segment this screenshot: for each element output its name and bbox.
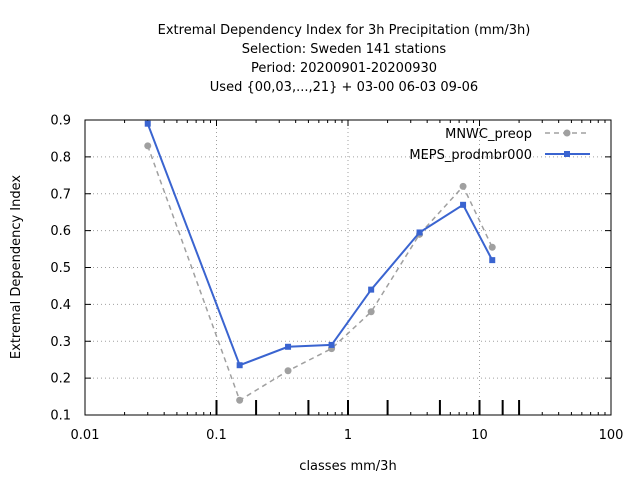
data-point [459, 182, 467, 190]
data-point [236, 396, 244, 404]
data-point [236, 362, 243, 369]
data-point [460, 201, 467, 208]
x-tick-label: 100 [599, 428, 624, 443]
series-group [144, 120, 496, 404]
legend: MNWC_preop MEPS_prodmbr000 [409, 127, 590, 163]
data-point [367, 308, 375, 316]
title-line-2: Selection: Sweden 141 stations [242, 42, 447, 57]
y-tick-label: 0.2 [50, 372, 71, 387]
x-tick-label: 0.1 [206, 428, 227, 443]
legend-sample-point [564, 151, 570, 157]
title-line-1: Extremal Dependency Index for 3h Precipi… [158, 23, 531, 38]
x-tick-label: 1 [344, 428, 352, 443]
x-tick-label: 10 [471, 428, 488, 443]
series-line [146, 123, 494, 367]
y-tick-label: 0.5 [50, 261, 71, 276]
data-point [284, 367, 292, 375]
legend-label-mnwc: MNWC_preop [445, 127, 532, 142]
y-axis-label: Extremal Dependency Index [9, 175, 24, 359]
y-tick-label: 0.8 [50, 150, 71, 165]
y-tick-label: 0.4 [50, 298, 71, 313]
legend-sample-point [563, 129, 571, 137]
data-point [489, 257, 496, 264]
y-tick-label: 0.9 [50, 114, 71, 129]
data-point [285, 343, 292, 350]
y-tick-label: 0.6 [50, 224, 71, 239]
x-axis-label: classes mm/3h [299, 459, 396, 474]
data-point [144, 142, 152, 150]
data-point [368, 286, 375, 293]
series-line [146, 145, 493, 402]
series-meps-prodmbr000 [144, 120, 496, 369]
y-tick-label: 0.7 [50, 187, 71, 202]
y-tick-label: 0.1 [50, 409, 71, 424]
data-point [488, 243, 496, 251]
plot-frame [84, 119, 612, 416]
data-point [416, 229, 423, 236]
legend-label-meps: MEPS_prodmbr000 [409, 148, 532, 163]
y-tick-label: 0.3 [50, 335, 71, 350]
title-line-3: Period: 20200901-20200930 [251, 61, 437, 76]
data-point [144, 120, 151, 127]
x-tick-label: 0.01 [71, 428, 100, 443]
series-mnwc-preop [144, 142, 496, 404]
chart-title: Extremal Dependency Index for 3h Precipi… [158, 23, 531, 95]
data-point [328, 341, 335, 348]
title-line-4: Used {00,03,...,21} + 03-00 06-03 09-06 [210, 80, 478, 95]
